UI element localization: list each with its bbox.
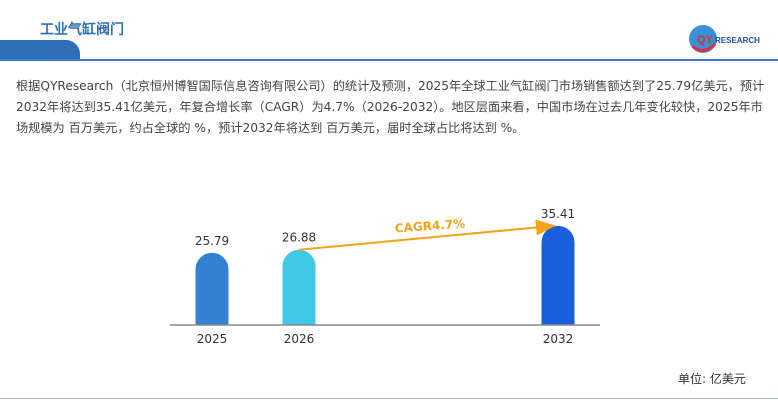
value-label: 26.88 xyxy=(282,231,316,245)
description-text: 根据QYResearch（北京恒州博智国际信息咨询有限公司）的统计及预测，202… xyxy=(16,79,765,135)
footer-divider xyxy=(0,398,778,399)
bar-2026 xyxy=(282,249,316,325)
category-label: 2032 xyxy=(543,332,574,346)
category-label: 2025 xyxy=(197,332,228,346)
bar-2025 xyxy=(195,252,229,325)
header-tab-decoration xyxy=(0,40,80,60)
qyresearch-logo: QY RESEARCH xyxy=(689,25,760,53)
bar-2032 xyxy=(541,225,575,325)
unit-label: 单位: 亿美元 xyxy=(678,372,746,386)
value-label: 25.79 xyxy=(195,234,229,248)
svg-text:RESEARCH: RESEARCH xyxy=(715,36,760,45)
cagr-label: CAGR4.7% xyxy=(394,217,465,236)
header-divider xyxy=(0,59,778,61)
page-title: 工业气缸阀门 xyxy=(40,22,124,38)
cagr-arrow xyxy=(298,219,556,251)
svg-text:QY: QY xyxy=(697,34,714,46)
value-label: 35.41 xyxy=(541,207,575,221)
category-label: 2026 xyxy=(284,332,315,346)
